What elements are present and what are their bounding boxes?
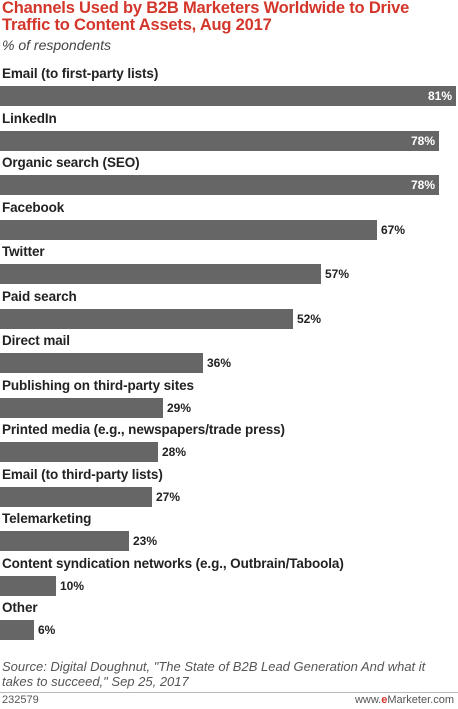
bar [0,130,439,151]
value-label: 29% [167,400,192,415]
category-label: Organic search (SEO) [2,155,140,170]
bar [0,397,163,418]
chart-title: Channels Used by B2B Marketers Worldwide… [2,0,410,34]
bar [0,620,34,640]
bar-chart: Email (to first-party lists) 81% LinkedIn 7… [0,66,458,656]
bar [0,175,439,195]
category-label: LinkedIn [2,110,57,126]
value-label: 10% [60,578,85,593]
value-label: 6% [38,623,56,637]
value-label: 52% [297,311,322,326]
value-label: 57% [325,267,350,281]
category-label: Other [2,600,38,615]
category-label: Telemarketing [2,511,92,526]
value-label: 27% [156,489,181,504]
value-label: 36% [207,356,232,370]
brand-link[interactable]: www.eMarketer.com [355,694,454,706]
brand-suffix: Marketer.com [387,694,454,706]
category-label: Facebook [2,199,65,215]
bar [0,86,456,106]
bar [0,308,293,329]
value-label: 78% [410,133,435,148]
category-label: Printed media (e.g., newspapers/trade pr… [2,422,285,437]
value-label: 78% [410,178,435,192]
bar [0,264,321,284]
category-label: Twitter [2,244,45,259]
brand-prefix: www. [354,694,382,706]
chart-subtitle: % of respondents [2,37,111,53]
footer-divider [0,692,458,693]
source-note: Source: Digital Doughnut, "The State of … [2,659,426,689]
value-label: 81% [427,89,452,103]
category-label: Paid search [2,288,77,304]
value-label: 67% [381,222,406,237]
bar [0,486,152,507]
chart-header: Channels Used by B2B Marketers Worldwide… [0,0,458,53]
bar [0,219,377,240]
bar [0,575,56,596]
category-label: Content syndication networks (e.g., Outb… [2,555,344,571]
category-label: Email (to third-party lists) [2,466,163,482]
bar [0,442,158,462]
value-label: 28% [162,445,187,459]
category-label: Publishing on third-party sites [2,377,194,393]
value-label: 23% [133,534,158,548]
bar [0,531,129,551]
chart-id: 232579 [2,694,39,706]
bar [0,353,203,373]
category-label: Email (to first-party lists) [2,66,159,81]
category-label: Direct mail [2,333,70,348]
brand-e: e [381,694,388,706]
